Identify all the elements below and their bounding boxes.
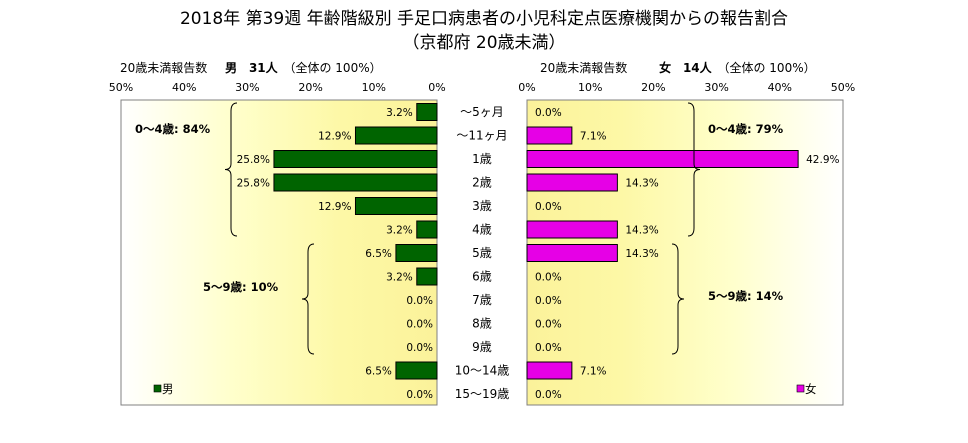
male-5-9-bracket bbox=[301, 243, 315, 355]
male-x-tick-label: 10% bbox=[362, 81, 386, 94]
chart-title: 2018年 第39週 年齢階級別 手足口病患者の小児科定点医療機関からの報告割合 bbox=[179, 9, 789, 29]
male-header: 20歳未満報告数 男 31人 （全体の 100%） bbox=[120, 59, 382, 76]
male-header-sex: 男 bbox=[225, 61, 238, 75]
female-value-label: 0.0% bbox=[535, 201, 562, 213]
female-x-tick-label: 10% bbox=[578, 81, 602, 94]
female-value-label: 7.1% bbox=[580, 131, 607, 143]
male-bar bbox=[416, 220, 438, 239]
male-value-label: 6.5% bbox=[365, 366, 392, 378]
male-legend-label: 男 bbox=[162, 382, 174, 396]
female-5-9-annotation: 5～9歳: 14% bbox=[708, 289, 784, 303]
male-value-label: 25.8% bbox=[237, 154, 270, 166]
male-value-label: 3.2% bbox=[386, 107, 413, 119]
female-bar bbox=[526, 220, 618, 239]
category-label: 5歳 bbox=[472, 246, 492, 260]
female-x-tick-label: 30% bbox=[704, 81, 728, 94]
female-value-label: 0.0% bbox=[535, 295, 562, 307]
female-value-label: 14.3% bbox=[625, 248, 658, 260]
male-bar bbox=[416, 103, 438, 121]
category-label: 6歳 bbox=[472, 270, 492, 284]
male-value-label: 6.5% bbox=[365, 248, 392, 260]
male-bar bbox=[354, 197, 438, 215]
female-bar bbox=[526, 361, 573, 380]
female-x-tick-label: 0% bbox=[518, 81, 535, 94]
female-x-tick-label: 50% bbox=[831, 81, 855, 94]
female-bar bbox=[526, 244, 618, 262]
category-label: 2歳 bbox=[472, 176, 492, 190]
male-value-label: 3.2% bbox=[386, 225, 413, 237]
female-header-label: 20歳未満報告数 bbox=[540, 61, 628, 75]
category-label: 15～19歳 bbox=[455, 387, 510, 401]
male-5-9-annotation: 5～9歳: 10% bbox=[203, 280, 279, 294]
female-value-label: 0.0% bbox=[535, 272, 562, 284]
category-label: 9歳 bbox=[472, 340, 492, 354]
female-value-label: 42.9% bbox=[806, 154, 839, 166]
female-x-tick-label: 20% bbox=[641, 81, 665, 94]
male-value-label: 3.2% bbox=[386, 272, 413, 284]
male-bar bbox=[273, 173, 438, 192]
female-bar bbox=[526, 126, 573, 145]
male-x-tick-label: 20% bbox=[298, 81, 322, 94]
female-x-tick-label: 40% bbox=[768, 81, 792, 94]
female-header: 20歳未満報告数 女 14人 （全体の 100%） bbox=[540, 59, 816, 76]
female-legend-swatch bbox=[796, 384, 805, 393]
female-value-label: 0.0% bbox=[535, 389, 562, 401]
female-header-count: 14人 bbox=[682, 61, 712, 75]
category-label: 3歳 bbox=[472, 199, 492, 213]
male-bar bbox=[354, 126, 438, 145]
female-value-label: 0.0% bbox=[535, 107, 562, 119]
category-label: 4歳 bbox=[472, 223, 492, 237]
male-value-label: 0.0% bbox=[406, 342, 433, 354]
male-bar bbox=[273, 150, 438, 168]
male-bar bbox=[395, 244, 438, 262]
female-legend-label: 女 bbox=[805, 382, 817, 396]
female-value-label: 0.0% bbox=[535, 319, 562, 331]
female-value-label: 0.0% bbox=[535, 342, 562, 354]
male-value-label: 25.8% bbox=[237, 178, 270, 190]
category-label: 1歳 bbox=[472, 152, 492, 166]
female-bar bbox=[526, 173, 618, 192]
male-0-4-bracket bbox=[224, 102, 238, 237]
male-value-label: 0.0% bbox=[406, 295, 433, 307]
male-value-label: 12.9% bbox=[318, 201, 351, 213]
female-value-label: 7.1% bbox=[580, 366, 607, 378]
female-0-4-annotation: 0～4歳: 79% bbox=[708, 122, 784, 136]
male-header-ratio: （全体の 100%） bbox=[283, 61, 382, 75]
male-x-tick-label: 30% bbox=[235, 81, 259, 94]
male-x-tick-label: 40% bbox=[172, 81, 196, 94]
male-value-label: 0.0% bbox=[406, 389, 433, 401]
male-0-4-annotation: 0～4歳: 84% bbox=[135, 122, 211, 136]
male-legend-swatch bbox=[153, 384, 162, 393]
male-x-tick-label: 50% bbox=[109, 81, 133, 94]
category-label: 10～14歳 bbox=[455, 364, 510, 378]
female-header-ratio: （全体の 100%） bbox=[717, 61, 816, 75]
female-0-4-bracket bbox=[687, 102, 701, 237]
female-5-9-bracket bbox=[671, 243, 685, 355]
category-label: 7歳 bbox=[472, 293, 492, 307]
female-header-sex: 女 bbox=[659, 61, 672, 75]
male-bar bbox=[416, 267, 438, 286]
male-header-label: 20歳未満報告数 bbox=[120, 61, 208, 75]
male-value-label: 0.0% bbox=[406, 319, 433, 331]
chart-subtitle: （京都府 20歳未満） bbox=[402, 33, 566, 53]
female-value-label: 14.3% bbox=[625, 178, 658, 190]
male-header-count: 31人 bbox=[248, 61, 278, 75]
male-x-tick-label: 0% bbox=[428, 81, 445, 94]
female-value-label: 14.3% bbox=[625, 225, 658, 237]
category-label: ～11ヶ月 bbox=[456, 129, 507, 143]
category-label: 8歳 bbox=[472, 317, 492, 331]
male-bar bbox=[395, 361, 438, 380]
female-bar bbox=[526, 150, 799, 168]
category-label: ～5ヶ月 bbox=[460, 105, 504, 119]
male-value-label: 12.9% bbox=[318, 131, 351, 143]
